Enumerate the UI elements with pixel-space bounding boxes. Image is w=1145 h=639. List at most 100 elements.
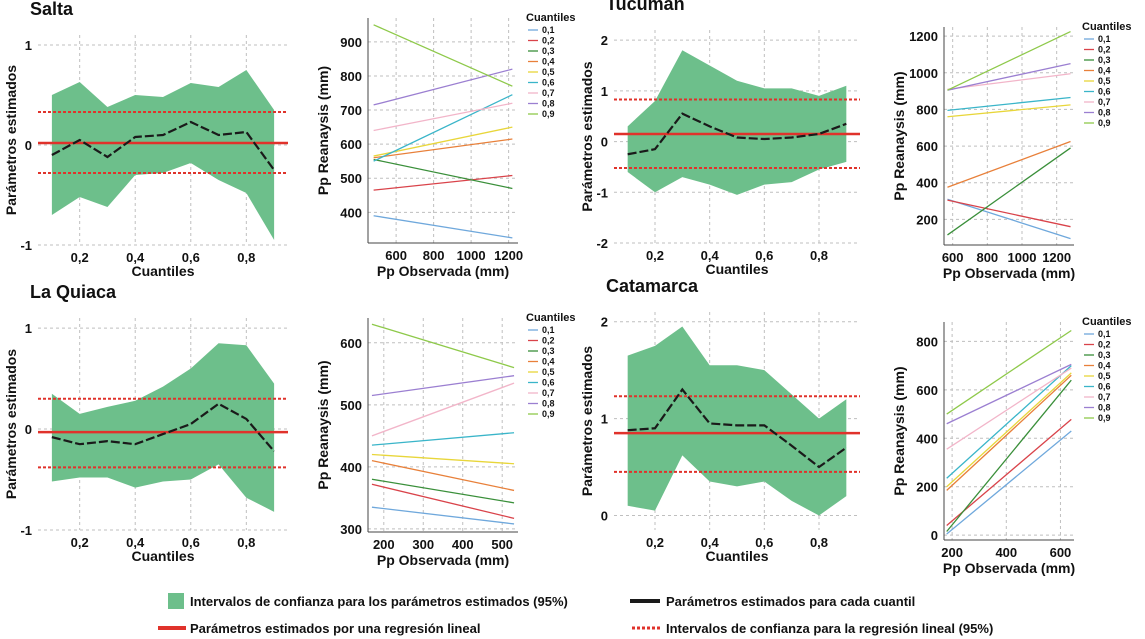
y-tick-label: 800 bbox=[916, 334, 938, 349]
x-tick-label: 800 bbox=[976, 250, 998, 265]
y-tick-label: 500 bbox=[340, 171, 362, 186]
series-line bbox=[371, 460, 515, 492]
ols-ci-legend-label: Intervalos de confianza para la regresió… bbox=[666, 621, 993, 636]
series-line bbox=[373, 68, 513, 106]
y-tick-label: 1200 bbox=[909, 29, 938, 44]
series-line bbox=[946, 379, 1072, 532]
series-line bbox=[373, 102, 513, 132]
x-axis-label: Pp Observada (mm) bbox=[377, 552, 509, 568]
legend-label: 0,4 bbox=[1098, 361, 1111, 371]
chart-panel: 0,2 0,4 0,6 0,8 0 1 2 Catamarca Cuantiles Parámet… bbox=[579, 276, 860, 564]
x-axis-label: Cuantiles bbox=[705, 548, 768, 564]
y-axis-label: Pp Reanaysis (mm) bbox=[315, 66, 331, 195]
legend-label: 0,3 bbox=[542, 346, 555, 356]
series-line bbox=[373, 215, 513, 239]
x-tick-label: 0,2 bbox=[646, 248, 664, 263]
band-swatch bbox=[168, 593, 184, 609]
x-tick-label: 400 bbox=[452, 537, 474, 552]
series-line bbox=[947, 96, 1071, 111]
x-tick-label: 200 bbox=[941, 545, 963, 560]
y-tick-label: 1 bbox=[25, 38, 32, 53]
y-tick-label: 900 bbox=[340, 35, 362, 50]
x-tick-label: 0,2 bbox=[71, 535, 89, 550]
x-tick-label: 1200 bbox=[494, 248, 523, 263]
y-axis-label: Parámetros estimados bbox=[3, 349, 19, 499]
legend-label: 0,7 bbox=[1098, 392, 1111, 402]
series-line bbox=[946, 363, 1072, 425]
y-tick-label: 200 bbox=[916, 480, 938, 495]
legend-title: Cuantiles bbox=[526, 12, 576, 24]
legend-label: 0,4 bbox=[542, 357, 555, 367]
series-line bbox=[947, 198, 1071, 240]
series-line bbox=[946, 418, 1072, 526]
legend-title: Cuantiles bbox=[1082, 316, 1132, 328]
x-tick-label: 0,4 bbox=[701, 535, 720, 550]
legend-label: 0,3 bbox=[1098, 350, 1111, 360]
legend-label: 0,5 bbox=[542, 367, 555, 377]
y-tick-label: 800 bbox=[916, 102, 938, 117]
y-axis-label: Pp Reanaysis (mm) bbox=[891, 366, 907, 495]
x-tick-label: 400 bbox=[995, 545, 1017, 560]
x-tick-label: 0,8 bbox=[810, 535, 828, 550]
y-tick-label: 400 bbox=[916, 176, 938, 191]
chart-panel: 0,2 0,4 0,6 0,8 -1 0 1 Salta Cuantiles Parámetros… bbox=[3, 0, 288, 279]
x-tick-label: 0,8 bbox=[810, 248, 828, 263]
series-line bbox=[946, 374, 1072, 491]
legend-label: 0,1 bbox=[1098, 34, 1111, 44]
legend-label: 0,5 bbox=[542, 67, 555, 77]
legend-label: 0,5 bbox=[1098, 76, 1111, 86]
figure-legend: Intervalos de confianza para los parámet… bbox=[158, 593, 993, 636]
legend-label: 0,8 bbox=[1098, 108, 1111, 118]
x-tick-label: 0,4 bbox=[126, 535, 145, 550]
panel-title: Salta bbox=[30, 0, 74, 19]
panel-title: La Quiaca bbox=[30, 282, 117, 302]
legend-label: 0,9 bbox=[542, 109, 555, 119]
y-axis-label: Parámetros estimados bbox=[579, 346, 595, 496]
y-axis-label: Parámetros estimados bbox=[579, 61, 595, 211]
legend-label: 0,3 bbox=[542, 46, 555, 56]
x-tick-label: 500 bbox=[491, 537, 513, 552]
series-line bbox=[373, 126, 513, 157]
series-line bbox=[371, 478, 515, 504]
legend-label: 0,6 bbox=[1098, 382, 1111, 392]
x-tick-label: 0,2 bbox=[646, 535, 664, 550]
y-axis-label: Parámetros estimados bbox=[3, 65, 19, 215]
legend-label: 0,4 bbox=[1098, 66, 1111, 76]
series-line bbox=[947, 30, 1071, 91]
x-axis-label: Pp Observada (mm) bbox=[943, 265, 1075, 281]
y-tick-label: 400 bbox=[916, 431, 938, 446]
y-tick-label: 1 bbox=[25, 321, 32, 336]
series-line bbox=[946, 365, 1072, 479]
series-line bbox=[371, 382, 515, 437]
legend-label: 0,1 bbox=[1098, 329, 1111, 339]
series-line bbox=[371, 323, 515, 369]
chart-panel: 200 300 400 500 300 400 500 600 Pp Observada (mm… bbox=[315, 312, 576, 568]
chart-panel: 600 800 1000 1200 400 500 600 700 800 900 Pp Obser… bbox=[315, 12, 576, 279]
y-tick-label: 0 bbox=[601, 508, 608, 523]
y-tick-label: 1 bbox=[601, 84, 608, 99]
x-tick-label: 800 bbox=[423, 248, 445, 263]
series-line bbox=[371, 506, 515, 525]
x-tick-label: 300 bbox=[412, 537, 434, 552]
legend-label: 0,7 bbox=[542, 388, 555, 398]
x-axis-label: Cuantiles bbox=[705, 261, 768, 277]
legend-label: 0,3 bbox=[1098, 55, 1111, 65]
x-tick-label: 0,6 bbox=[755, 535, 773, 550]
legend-label: 0,2 bbox=[542, 336, 555, 346]
x-tick-label: 0,8 bbox=[237, 250, 255, 265]
y-tick-label: 0 bbox=[25, 138, 32, 153]
x-tick-label: 0,6 bbox=[182, 250, 200, 265]
x-tick-label: 600 bbox=[942, 250, 964, 265]
y-tick-label: 600 bbox=[340, 137, 362, 152]
legend-label: 0,1 bbox=[542, 25, 555, 35]
y-tick-label: -1 bbox=[20, 238, 32, 253]
y-tick-label: 600 bbox=[340, 336, 362, 351]
series-line bbox=[373, 158, 513, 190]
series-line bbox=[373, 94, 513, 162]
series-line bbox=[947, 73, 1071, 90]
series-line bbox=[373, 138, 513, 159]
x-tick-label: 0,2 bbox=[71, 250, 89, 265]
x-axis-label: Cuantiles bbox=[131, 263, 194, 279]
